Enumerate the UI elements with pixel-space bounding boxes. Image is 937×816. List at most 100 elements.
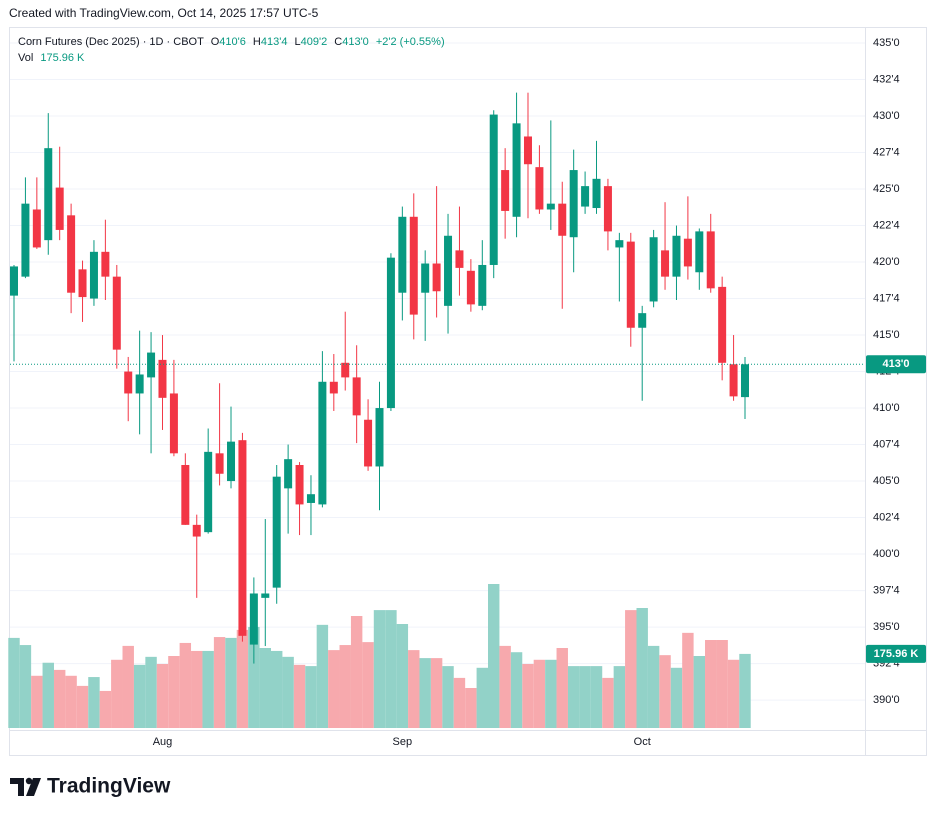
volume-bar bbox=[590, 666, 603, 728]
last-price-tag bbox=[866, 355, 926, 374]
candle-body bbox=[729, 364, 738, 397]
volume-bar bbox=[111, 659, 123, 728]
y-tick-label: 435'0 bbox=[873, 37, 900, 49]
y-tick-label: 417'4 bbox=[873, 292, 900, 304]
candle-body bbox=[147, 352, 156, 378]
volume-bar bbox=[385, 610, 397, 728]
x-tick-label: Sep bbox=[393, 736, 413, 748]
candle-body bbox=[181, 464, 190, 525]
volume-bar bbox=[408, 650, 420, 728]
volume-bar bbox=[88, 677, 100, 728]
candle-body bbox=[489, 114, 498, 265]
low-label: 409'2 bbox=[301, 36, 328, 48]
volume-bar bbox=[145, 656, 157, 728]
candle-body bbox=[375, 408, 384, 467]
created-note: Created with TradingView.com, Oct 14, 20… bbox=[9, 6, 319, 20]
candle-body bbox=[284, 459, 293, 489]
volume-bar bbox=[579, 666, 591, 728]
candle-body bbox=[615, 240, 624, 248]
volume-bar bbox=[339, 645, 351, 728]
y-tick-label: 415'0 bbox=[873, 329, 900, 341]
volume-bar bbox=[293, 664, 306, 728]
y-tick-label: 405'0 bbox=[873, 475, 900, 487]
volume-bar bbox=[236, 629, 249, 728]
logo-mark bbox=[10, 778, 24, 796]
volume-bar bbox=[168, 656, 180, 728]
volume-bar bbox=[225, 637, 237, 728]
candle-body bbox=[706, 231, 715, 289]
volume-tag bbox=[866, 644, 926, 663]
candle-body bbox=[306, 494, 315, 503]
candle-body bbox=[444, 235, 453, 306]
volume-bar bbox=[670, 667, 683, 728]
y-tick-label: 410'0 bbox=[873, 402, 900, 414]
volume-bar bbox=[248, 626, 260, 728]
candle-body bbox=[249, 593, 258, 645]
volume-bar bbox=[659, 655, 671, 728]
candle-body bbox=[478, 264, 487, 306]
volume-bar bbox=[705, 640, 717, 728]
volume-bar bbox=[727, 659, 740, 728]
volume-bar bbox=[567, 666, 580, 728]
candle-body bbox=[718, 286, 727, 363]
candle-body bbox=[741, 364, 749, 398]
candle-body bbox=[455, 250, 464, 268]
volume-bar bbox=[499, 645, 511, 728]
volume-bar bbox=[179, 642, 192, 728]
ohlc-prefix: O bbox=[211, 36, 220, 48]
candle-body bbox=[603, 186, 612, 232]
logo-mark bbox=[25, 777, 33, 785]
close-label: 413'0 bbox=[342, 36, 369, 48]
open-label: 410'6 bbox=[219, 36, 246, 48]
candle-body bbox=[21, 203, 30, 277]
volume-bar bbox=[270, 650, 283, 728]
candle-body bbox=[169, 393, 178, 454]
volume-bar bbox=[613, 666, 626, 728]
candle-body bbox=[695, 231, 704, 273]
candle-body bbox=[124, 371, 133, 394]
volume-bar bbox=[202, 650, 214, 728]
volume-bar bbox=[213, 637, 226, 728]
y-tick-label: 425'0 bbox=[873, 183, 900, 195]
candle-body bbox=[386, 257, 395, 409]
volume-bar bbox=[510, 652, 523, 728]
candle-body bbox=[55, 187, 64, 230]
volume-bar bbox=[362, 642, 374, 728]
y-tick-label: 390'0 bbox=[873, 694, 900, 706]
y-tick-label: 400'0 bbox=[873, 548, 900, 560]
volume-bar bbox=[476, 667, 489, 728]
candle-body bbox=[215, 453, 224, 474]
volume-bar bbox=[442, 666, 454, 728]
volume-bar bbox=[396, 624, 409, 728]
candle-body bbox=[364, 419, 373, 467]
candle-body bbox=[158, 359, 167, 398]
chart-frame bbox=[9, 27, 927, 756]
volume-bar bbox=[556, 648, 568, 728]
candle-body bbox=[432, 263, 441, 292]
candle-body bbox=[581, 186, 590, 207]
candle-body bbox=[683, 238, 692, 267]
volume-bar bbox=[259, 648, 271, 728]
volume-bar bbox=[31, 675, 43, 728]
logo-mark bbox=[26, 778, 41, 796]
y-tick-label: 422'4 bbox=[873, 219, 900, 231]
volume-bar bbox=[430, 658, 443, 728]
candle-body bbox=[67, 215, 76, 293]
candle-body bbox=[421, 263, 430, 293]
volume-bar bbox=[65, 675, 77, 728]
brand-logo: TradingView bbox=[10, 775, 171, 798]
volume-label: 175.96 K bbox=[40, 52, 85, 64]
volume-bar bbox=[42, 662, 54, 728]
candle-body bbox=[89, 251, 98, 299]
candle-body bbox=[78, 269, 87, 298]
volume-bar bbox=[282, 656, 294, 728]
candle-body bbox=[512, 123, 521, 217]
candle-body bbox=[558, 203, 567, 236]
volume-bar bbox=[465, 688, 477, 728]
y-tick-label: 395'0 bbox=[873, 621, 900, 633]
plot: 390'0392'4395'0397'4400'0402'4405'0407'4… bbox=[8, 37, 900, 728]
candle-body bbox=[569, 170, 578, 238]
ohlc-prefix: L bbox=[295, 36, 301, 48]
y-tick-label: 430'0 bbox=[873, 110, 900, 122]
